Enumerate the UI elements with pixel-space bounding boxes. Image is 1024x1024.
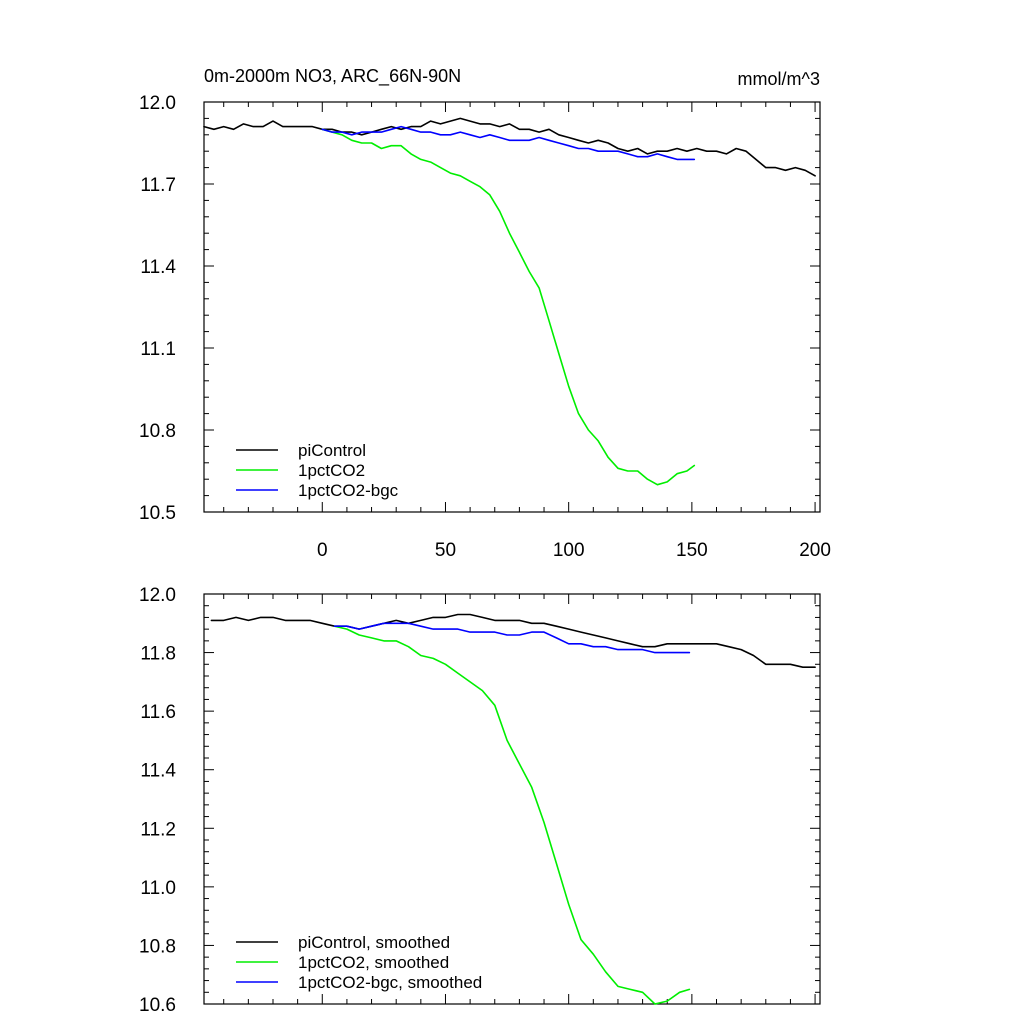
y-tick-label: 11.6: [140, 702, 176, 723]
top-panel: 0 50 100 150 200 10.5 10.8 11.1 11.4 11.7 12.0 piCo…: [139, 93, 831, 561]
y-tick-label: 11.2: [140, 819, 176, 840]
y-tick-label: 10.6: [139, 995, 176, 1016]
legend-label: 1pctCO2: [298, 461, 365, 480]
chart-title: 0m-2000m NO3, ARC_66N-90N: [204, 66, 461, 87]
series-line: [321, 128, 696, 486]
y-tick-label: 11.4: [140, 257, 176, 278]
legend-label: piControl: [298, 441, 366, 460]
series-line: [203, 117, 816, 177]
y-tick-label: 10.5: [139, 503, 176, 524]
x-tick-label: 150: [676, 540, 708, 561]
x-tick-label: 50: [435, 540, 456, 561]
legend-label: piControl, smoothed: [298, 933, 450, 952]
legend-label: 1pctCO2-bgc: [298, 481, 399, 500]
y-tick-label: 11.0: [140, 878, 176, 899]
legend-label: 1pctCO2, smoothed: [298, 953, 449, 972]
y-tick-label: 12.0: [139, 585, 176, 606]
series-line: [333, 625, 691, 1005]
y-tick-label: 11.4: [140, 761, 176, 782]
y-tick-label: 11.1: [140, 339, 176, 360]
legend-label: 1pctCO2-bgc, smoothed: [298, 973, 482, 992]
y-tick-label: 10.8: [139, 421, 176, 442]
plot-frame: [203, 593, 821, 1005]
units-label: mmol/m^3: [738, 69, 820, 89]
y-tick-label: 10.8: [139, 936, 176, 957]
x-tick-label: 200: [799, 540, 831, 561]
x-tick-label: 100: [553, 540, 585, 561]
plot-frame: [203, 101, 821, 513]
x-tick-label: 0: [317, 540, 328, 561]
series-line: [333, 622, 691, 654]
bottom-panel: 10.6 10.8 11.0 11.2 11.4 11.6 11.8 12.0 piContro…: [139, 585, 821, 1016]
y-tick-label: 12.0: [139, 93, 176, 114]
series-line: [321, 125, 696, 161]
series-line: [210, 613, 816, 668]
y-tick-label: 11.8: [140, 644, 176, 665]
y-tick-label: 11.7: [140, 175, 176, 196]
